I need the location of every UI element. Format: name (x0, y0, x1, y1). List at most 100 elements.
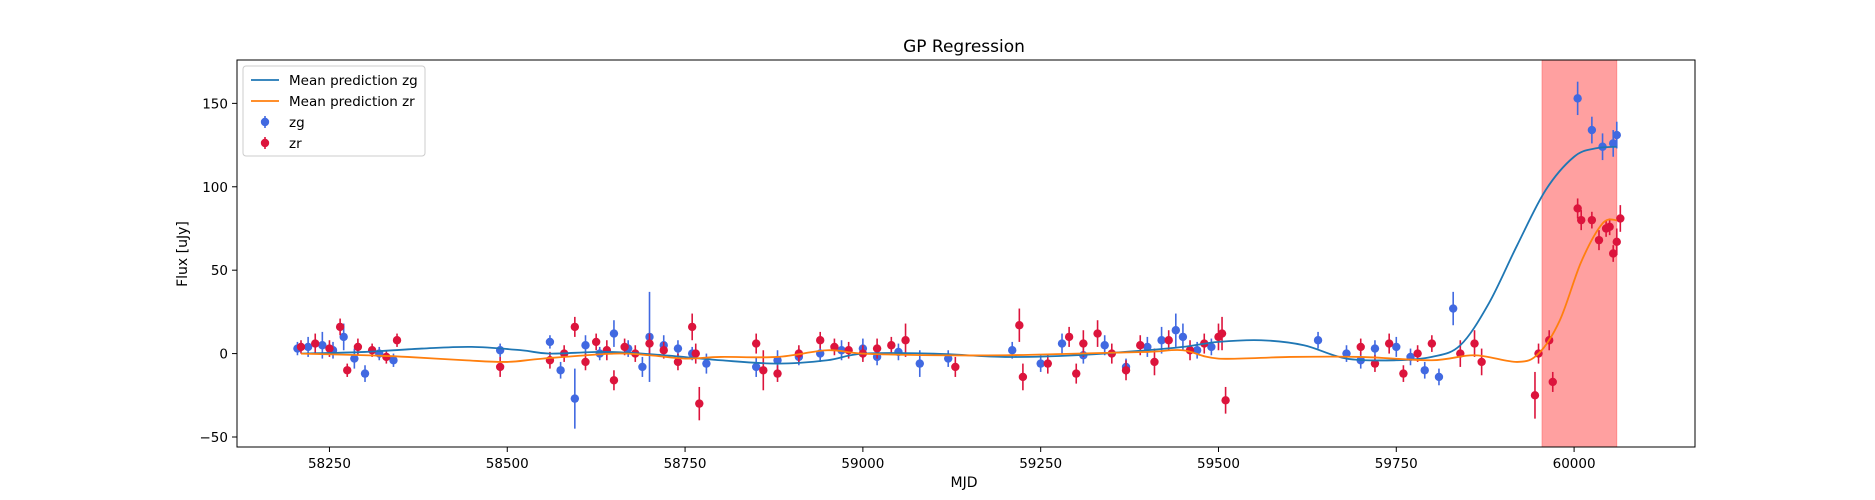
data-point-zr (695, 399, 704, 408)
data-point-zg (1434, 372, 1444, 382)
data-point-zr (816, 336, 825, 345)
data-point-zg (360, 369, 370, 378)
y-tick-label: 50 (211, 263, 228, 279)
data-point-zr (887, 341, 896, 350)
data-point-zr (1217, 329, 1227, 338)
data-point-zr (495, 362, 505, 372)
data-point-zr (691, 349, 700, 358)
data-point-zr (1164, 336, 1173, 345)
data-point-zr (1609, 249, 1618, 258)
data-point-zr (311, 339, 320, 348)
data-point-zg (1313, 336, 1323, 345)
data-point-zg (1587, 125, 1597, 135)
data-point-zr (1594, 235, 1604, 245)
data-point-zg (545, 337, 555, 347)
data-point-zr (1136, 341, 1145, 350)
data-point-zr (1577, 215, 1586, 225)
data-point-zr (659, 346, 668, 355)
data-point-zr (872, 344, 882, 353)
data-point-zr (382, 352, 391, 362)
series-zr-points (296, 198, 1625, 421)
data-point-zr (901, 336, 910, 345)
data-point-zr (1384, 339, 1394, 348)
data-point-zr (1587, 215, 1597, 225)
data-point-zg (609, 329, 619, 338)
legend-label-Mean prediction zg: Mean prediction zg (289, 73, 418, 89)
chart-title: GP Regression (903, 37, 1025, 57)
x-axis-label: MJD (951, 475, 978, 491)
data-point-zr (1427, 339, 1437, 348)
series-line-Mean prediction zr (300, 218, 1617, 363)
legend-box (242, 65, 426, 157)
data-point-zr (645, 339, 654, 348)
data-point-zg (1100, 341, 1109, 350)
data-point-zg (773, 356, 782, 365)
x-tick-label: 58750 (664, 456, 707, 472)
y-tick-label: 150 (202, 96, 228, 112)
data-point-zg (495, 346, 505, 355)
data-point-zg (1609, 139, 1618, 148)
data-point-zr (773, 369, 782, 378)
data-point-zg (1392, 342, 1401, 352)
data-point-zg (1420, 366, 1429, 375)
data-point-zr (1573, 204, 1582, 213)
data-point-zr (1399, 369, 1408, 378)
y-tick-label: 0 (219, 347, 228, 363)
data-point-zg (1178, 332, 1188, 342)
data-point-zg (673, 344, 683, 353)
data-point-zr (1064, 332, 1074, 342)
data-point-zg (1448, 304, 1458, 313)
data-point-zg (1143, 342, 1152, 352)
x-tick-label: 59250 (1019, 456, 1062, 472)
data-point-zg (350, 354, 359, 363)
data-point-zg (1057, 339, 1067, 348)
data-point-zr (1612, 237, 1621, 247)
data-point-zg (944, 354, 953, 363)
data-point-zg (339, 332, 348, 342)
data-point-zr (1548, 377, 1557, 387)
data-point-zg (702, 359, 711, 368)
data-point-zr (751, 339, 761, 348)
x-tick-label: 59500 (1197, 456, 1240, 472)
plot-frame (236, 59, 1696, 448)
data-point-zr (1530, 391, 1540, 400)
y-tick-label: −50 (200, 430, 229, 446)
legend: Mean prediction zg Mean prediction zr zg zr (242, 65, 426, 157)
data-point-zr (581, 357, 590, 367)
data-point-zg (915, 359, 924, 368)
data-point-zr (1413, 349, 1422, 358)
data-point-zr (1477, 357, 1486, 367)
data-point-zr (1150, 357, 1159, 367)
y-tick-label: 100 (202, 180, 228, 196)
legend-swatch-zr (260, 138, 270, 148)
data-point-zr (1043, 359, 1052, 368)
data-point-zr (335, 322, 345, 332)
x-tick-label: 58500 (486, 456, 529, 472)
data-point-zg (751, 362, 761, 372)
data-point-zr (673, 357, 683, 367)
data-point-zg (1342, 349, 1351, 358)
data-point-zr (570, 322, 580, 332)
data-point-zg (1157, 336, 1166, 345)
data-point-zr (591, 337, 601, 347)
data-point-zr (1616, 214, 1625, 223)
data-point-zr (392, 336, 402, 345)
data-point-zg (1036, 359, 1045, 368)
data-point-zg (1370, 344, 1380, 353)
legend-swatch-zg (260, 117, 270, 127)
data-point-zr (1356, 342, 1365, 352)
data-point-zr (687, 322, 697, 332)
data-point-zg (1612, 130, 1621, 140)
data-point-zr (951, 362, 960, 372)
data-point-zg (570, 394, 580, 403)
legend-label-Mean prediction zr: Mean prediction zr (289, 94, 415, 110)
x-tick-label: 58250 (308, 456, 351, 472)
data-point-zg (389, 356, 398, 365)
data-point-zr (1370, 359, 1380, 368)
data-point-zg (581, 341, 590, 350)
x-axis: 58250 58500 58750 59000 59250 59500 59750 60000 (308, 447, 1596, 472)
legend-label-zg: zg (289, 115, 305, 131)
data-point-zg (1573, 94, 1582, 103)
plot-area (293, 59, 1625, 448)
